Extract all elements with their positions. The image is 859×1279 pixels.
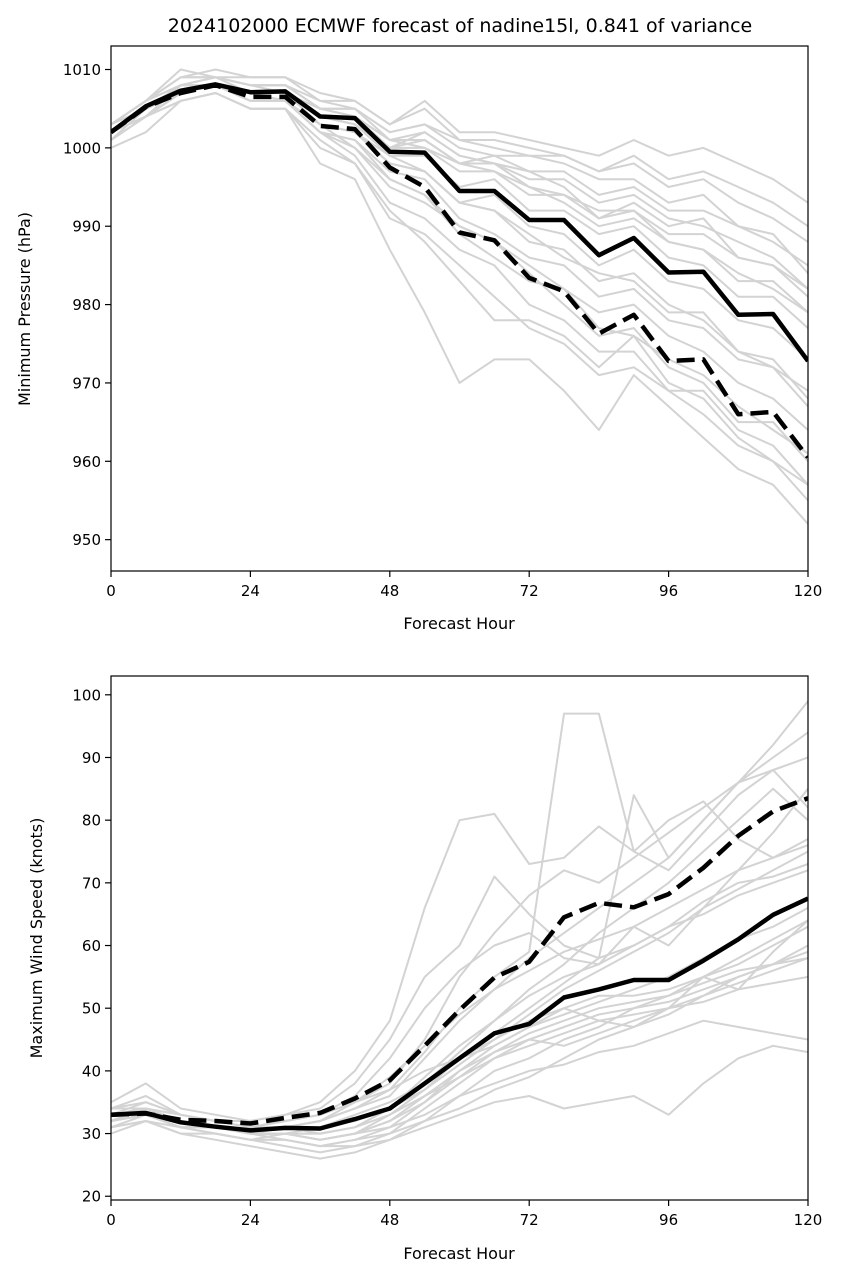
wind-x-tick-label-24: 24 [241, 1211, 260, 1229]
pressure-y-tick-label-980: 980 [72, 296, 101, 314]
wind-x-tick-label-0: 0 [106, 1211, 116, 1229]
pressure-ensemble-member-12 [111, 76, 808, 329]
wind-y-ticks: 20 30 40 50 60 70 80 90 100 [72, 686, 111, 1206]
wind-y-tick-label-90: 90 [82, 749, 101, 767]
pressure-plot-frame [110, 45, 809, 572]
wind-solid-line [111, 896, 808, 1133]
pressure-x-tick-label-96: 96 [659, 582, 678, 600]
pressure-ensemble-member-22 [111, 68, 808, 204]
pressure-solid-line [111, 82, 808, 363]
pressure-y-tick-label-960: 960 [72, 453, 101, 471]
pressure-x-axis-label: Forecast Hour [403, 614, 515, 633]
pressure-y-tick-label-1010: 1010 [63, 61, 101, 79]
pressure-ensemble-member-21 [111, 76, 808, 290]
pressure-chart: 0 24 48 72 96 120 950 960 970 980 990 1000 1010 For… [15, 45, 822, 633]
figure-title: 2024102000 ECMWF forecast of nadine15l, … [168, 15, 752, 37]
pressure-x-tick-label-48: 48 [380, 582, 399, 600]
pressure-x-tick-label-72: 72 [520, 582, 539, 600]
pressure-x-tick-label-24: 24 [241, 582, 260, 600]
wind-x-axis-label: Forecast Hour [403, 1244, 515, 1263]
pressure-ensemble-member-17 [111, 92, 808, 502]
pressure-y-tick-label-1000: 1000 [63, 139, 101, 157]
wind-ensemble-member-7 [111, 700, 808, 1122]
wind-x-ticks: 0 24 48 72 96 120 [106, 1200, 822, 1229]
wind-y-tick-label-40: 40 [82, 1062, 101, 1080]
wind-y-tick-label-20: 20 [82, 1188, 101, 1206]
pressure-y-ticks: 950 960 970 980 990 1000 1010 [63, 61, 111, 549]
wind-x-tick-label-120: 120 [794, 1211, 823, 1229]
wind-dashed-line [111, 796, 808, 1126]
wind-ensemble-member-20 [111, 1044, 808, 1154]
wind-y-tick-label-60: 60 [82, 937, 101, 955]
wind-x-tick-label-96: 96 [659, 1211, 678, 1229]
wind-chart: 0 24 48 72 96 120 20 30 40 50 60 70 80 90 100 Forecas… [27, 675, 822, 1263]
pressure-mean-lines [111, 82, 808, 459]
wind-y-tick-label-50: 50 [82, 1000, 101, 1018]
pressure-x-ticks: 0 24 48 72 96 120 [106, 571, 822, 600]
pressure-y-axis-label: Minimum Pressure (hPa) [15, 212, 34, 406]
wind-y-tick-label-30: 30 [82, 1125, 101, 1143]
wind-mean-lines [111, 796, 808, 1133]
pressure-x-tick-label-0: 0 [106, 582, 116, 600]
wind-plot-frame [110, 675, 809, 1201]
wind-y-tick-label-100: 100 [72, 686, 101, 704]
pressure-ensemble-member-8 [111, 68, 808, 243]
pressure-x-tick-label-120: 120 [794, 582, 823, 600]
wind-x-tick-label-72: 72 [520, 1211, 539, 1229]
wind-y-tick-label-70: 70 [82, 874, 101, 892]
wind-x-tick-label-48: 48 [380, 1211, 399, 1229]
pressure-y-tick-label-950: 950 [72, 531, 101, 549]
wind-y-tick-label-80: 80 [82, 812, 101, 830]
pressure-dashed-line [111, 82, 808, 459]
pressure-y-tick-label-990: 990 [72, 218, 101, 236]
pressure-y-tick-label-970: 970 [72, 374, 101, 392]
pressure-ensemble-member-20 [111, 84, 808, 431]
wind-y-axis-label: Maximum Wind Speed (knots) [27, 818, 46, 1059]
